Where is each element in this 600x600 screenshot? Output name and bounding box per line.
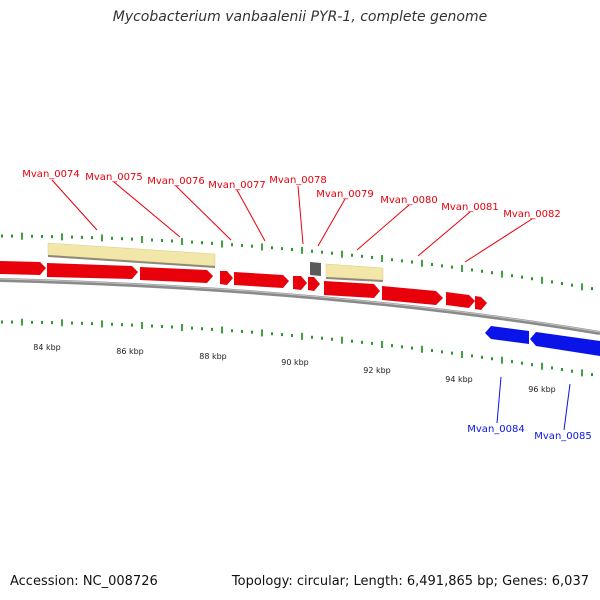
gene-label[interactable]: Mvan_0075 [85,172,142,183]
gene-arrow-forward[interactable] [324,281,380,298]
gene-arrow-forward[interactable] [382,286,443,305]
gene-label[interactable]: Mvan_0077 [208,180,265,191]
reverse-gene-labels: Mvan_0084 Mvan_0085 [467,424,591,442]
pseudo-feature-shadow [326,277,383,282]
position-label: 92 kbp [363,366,391,375]
reverse-gene-track [485,326,600,356]
pseudo-feature[interactable] [47,242,216,267]
genome-backbone [0,278,600,335]
gene-arrow-forward[interactable] [0,261,46,275]
genome-title: Mycobacterium vanbaalenii PYR-1, complet… [112,9,488,25]
gene-label[interactable]: Mvan_0082 [503,209,560,220]
gene-arrow-reverse[interactable] [485,326,529,344]
forward-gene-track [0,261,487,310]
position-label: 84 kbp [33,343,61,352]
gene-arrow-forward[interactable] [293,276,307,290]
forward-leader-lines [51,179,533,263]
gene-label[interactable]: Mvan_0074 [22,169,79,180]
outer-tick-row [1,232,593,291]
position-labels: 84 kbp 86 kbp 88 kbp 90 kbp 92 kbp 94 kb… [33,343,556,394]
position-label: 86 kbp [116,347,144,356]
reverse-leader-lines [496,376,571,431]
forward-gene-labels: Mvan_0074 Mvan_0075 Mvan_0076 Mvan_0077 … [22,169,560,220]
gene-label[interactable]: Mvan_0080 [380,195,437,206]
accession-text: Accession: NC_008726 [10,574,158,589]
position-label: 90 kbp [281,358,309,367]
position-label: 96 kbp [528,385,556,394]
gene-arrow-forward[interactable] [446,292,475,308]
gene-label[interactable]: Mvan_0084 [467,424,524,435]
gene-label[interactable]: Mvan_0078 [269,175,326,186]
gene-arrow-reverse[interactable] [530,332,600,356]
feature-track-upper [47,242,384,282]
gene-label[interactable]: Mvan_0085 [534,431,591,442]
gene-label[interactable]: Mvan_0076 [147,176,204,187]
gene-arrow-forward[interactable] [47,263,138,279]
other-feature[interactable] [310,262,321,276]
genome-backbone-highlight [0,278,600,333]
gene-arrow-forward[interactable] [140,267,213,283]
gene-label[interactable]: Mvan_0079 [316,189,373,200]
gene-arrow-forward[interactable] [308,277,320,291]
position-label: 88 kbp [199,352,227,361]
gene-label[interactable]: Mvan_0081 [441,202,498,213]
gene-arrow-forward[interactable] [220,271,233,285]
gene-arrow-forward[interactable] [234,272,289,288]
inner-tick-row [1,318,593,377]
genome-summary-text: Topology: circular; Length: 6,491,865 bp… [231,574,589,589]
pseudo-feature-shadow [48,255,215,268]
gene-arrow-forward[interactable] [475,296,487,310]
position-label: 94 kbp [445,375,473,384]
